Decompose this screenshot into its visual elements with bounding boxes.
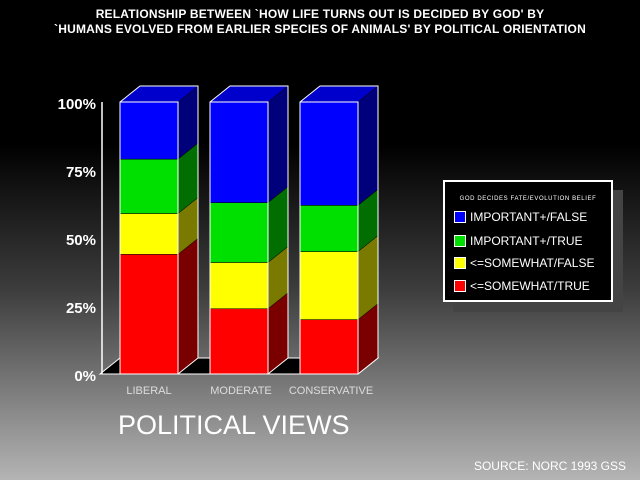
bar-segment-moderate-important-true bbox=[209, 202, 269, 263]
bar-3d-outline-liberal bbox=[119, 85, 199, 375]
legend-swatch-green bbox=[454, 235, 466, 247]
legend-label: IMPORTANT+/FALSE bbox=[470, 210, 588, 224]
bar-segment-conservative--somewhat-false bbox=[299, 251, 359, 320]
y-tick-label-0: 0% bbox=[74, 368, 96, 385]
x-category-moderate: MODERATE bbox=[210, 385, 272, 397]
bar-outline-conservative bbox=[299, 101, 359, 375]
legend-swatch-yellow bbox=[454, 257, 466, 269]
x-category-conservative: CONSERVATIVE bbox=[288, 385, 374, 397]
bar-segment-moderate--somewhat-false bbox=[209, 262, 269, 309]
bar-segment-liberal--somewhat-true bbox=[119, 254, 179, 375]
chart-title-line-1: RELATIONSHIP BETWEEN `HOW LIFE TURNS OUT… bbox=[95, 7, 545, 21]
bar-outline-liberal bbox=[119, 101, 179, 375]
chart-legend: GOD DECIDES FATE/EVOLUTION BELIEF IMPORT… bbox=[443, 180, 613, 302]
y-tick-label-25: 25% bbox=[65, 300, 96, 317]
bar-side-conservative-important-false bbox=[357, 85, 379, 206]
x-axis-label: POLITICAL VIEWS bbox=[118, 410, 350, 440]
bar-side-liberal--somewhat-true bbox=[177, 237, 199, 375]
bar-segment-liberal-important-false bbox=[119, 101, 179, 160]
bar-3d-outline-conservative bbox=[299, 85, 379, 375]
y-tick-label-75: 75% bbox=[65, 164, 96, 181]
bar-segment-liberal-important-true bbox=[119, 158, 179, 214]
legend-label: IMPORTANT+/TRUE bbox=[470, 234, 583, 248]
bar-segment-conservative-important-false bbox=[299, 101, 359, 206]
chart-title-line-2: `HUMANS EVOLVED FROM EARLIER SPECIES OF … bbox=[54, 22, 586, 36]
legend-swatch-blue bbox=[454, 211, 466, 223]
bar-segment-conservative--somewhat-true bbox=[299, 319, 359, 375]
legend-swatch-red bbox=[454, 280, 466, 292]
legend-label: <=SOMEWHAT/FALSE bbox=[470, 256, 595, 270]
source-note: SOURCE: NORC 1993 GSS bbox=[473, 459, 626, 473]
bar-3d-outline-moderate bbox=[209, 85, 289, 375]
y-tick-label-50: 50% bbox=[65, 232, 96, 249]
bar-side-moderate-important-false bbox=[267, 85, 289, 204]
bar-segment-liberal--somewhat-false bbox=[119, 213, 179, 255]
bar-segment-moderate-important-false bbox=[209, 101, 269, 203]
y-tick-label-100: 100% bbox=[57, 96, 96, 113]
x-category-liberal: LIBERAL bbox=[126, 385, 172, 397]
bar-outline-moderate bbox=[209, 101, 269, 375]
bar-segment-moderate--somewhat-true bbox=[209, 308, 269, 375]
legend-title: GOD DECIDES FATE/EVOLUTION BELIEF bbox=[459, 196, 597, 202]
legend-label: <=SOMEWHAT/TRUE bbox=[470, 279, 590, 293]
bar-segment-conservative-important-true bbox=[299, 205, 359, 252]
